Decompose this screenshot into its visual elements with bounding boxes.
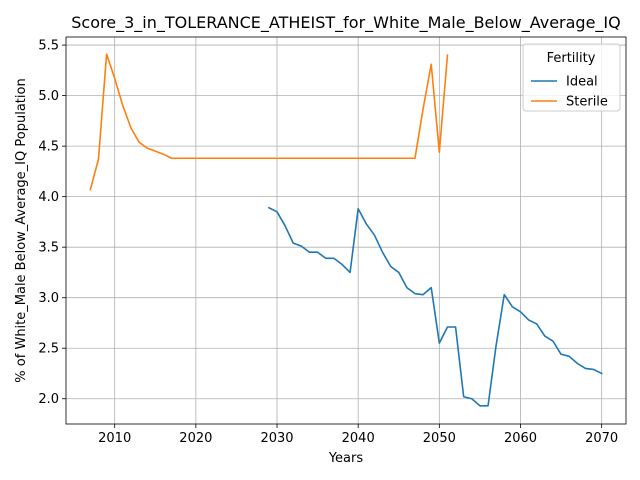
y-tick-label: 5.5 [38, 39, 59, 54]
series-line-ideal [267, 206, 603, 407]
ticks: 2010 2020 2030 2040 2050 2060 2070 2.0 2.5 3.0 3.5… [38, 39, 618, 446]
x-axis-label: Years [328, 451, 364, 466]
chart-title: Score_3_in_TOLERANCE_ATHEIST_for_White_M… [71, 13, 620, 33]
x-tick-label: 2050 [423, 431, 456, 446]
x-tick-label: 2020 [179, 431, 212, 446]
legend-title: Fertility [547, 51, 596, 66]
legend-label-ideal: Ideal [566, 75, 598, 90]
y-tick-label: 4.5 [38, 140, 59, 155]
x-tick-label: 2060 [504, 431, 537, 446]
series-line-sterile [89, 53, 449, 191]
y-tick-label: 3.5 [38, 241, 59, 256]
y-tick-label: 2.0 [38, 392, 59, 407]
grid [66, 37, 626, 424]
x-tick-label: 2040 [342, 431, 375, 446]
series-lines [89, 53, 603, 407]
y-tick-label: 4.0 [38, 190, 59, 205]
y-tick-label: 2.5 [38, 342, 59, 357]
x-tick-label: 2030 [260, 431, 293, 446]
plot-frame [65, 36, 627, 425]
y-axis-label: % of White_Male Below_Average_IQ Populat… [14, 78, 29, 382]
legend-label-sterile: Sterile [566, 95, 608, 110]
legend-items: Ideal Sterile [531, 75, 608, 110]
x-tick-label: 2010 [98, 431, 131, 446]
legend-box [522, 43, 621, 112]
x-tick-label: 2070 [585, 431, 618, 446]
legend: Fertility Ideal Sterile [522, 43, 621, 112]
y-tick-label: 5.0 [38, 89, 59, 104]
y-tick-label: 3.0 [38, 291, 59, 306]
